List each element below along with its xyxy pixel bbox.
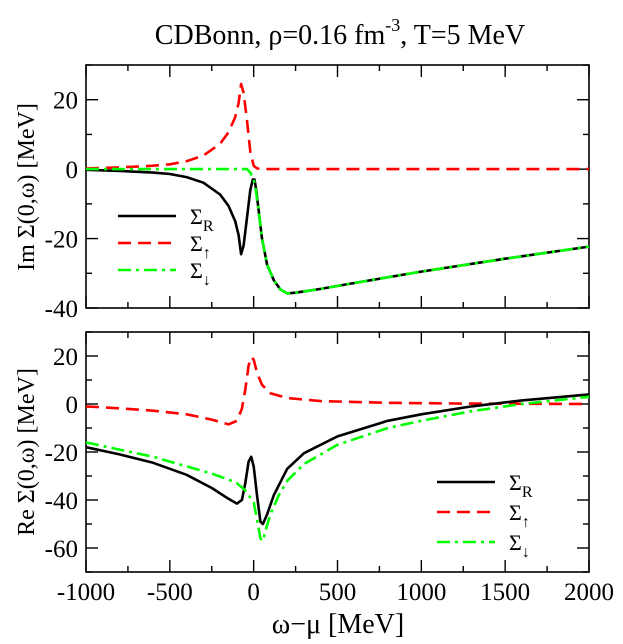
x-tick-label: -1000 — [57, 579, 115, 606]
bottom-y-tick-label: 0 — [66, 392, 79, 419]
x-tick-label: 500 — [319, 579, 357, 606]
bottom-legend-label: Σ↑ — [509, 500, 530, 531]
x-tick-label: -500 — [147, 579, 193, 606]
top-series-down-line — [86, 167, 590, 295]
bottom-legend-label: Σ↓ — [509, 530, 530, 561]
bottom-series-r-line — [85, 393, 590, 526]
top-legend-label: Σ↑ — [190, 231, 211, 262]
top-y-tick-label: -20 — [45, 227, 78, 254]
bottom-panel-curves — [85, 355, 590, 543]
bottom-y-tick-label: -60 — [45, 536, 78, 563]
chart-title: CDBonn, ρ=0.16 fm-3, T=5 MeV — [155, 15, 525, 51]
top-y-axis-label: Im Σ(0,ω) [MeV] — [14, 103, 40, 271]
bottom-y-tick-label: -40 — [45, 488, 78, 515]
top-panel-curves — [85, 82, 590, 295]
top-y-tick-label: 0 — [66, 157, 79, 184]
x-tick-label: 0 — [247, 579, 260, 606]
title-superscript: -3 — [385, 15, 400, 35]
top-legend-label: ΣR — [190, 204, 214, 235]
title-tail: , T=5 MeV — [400, 20, 525, 51]
bottom-y-axis-label: Re Σ(0,ω) [MeV] — [14, 368, 40, 536]
top-panel-legend: ΣRΣ↑Σ↓ — [118, 204, 214, 289]
x-axis-label: ω−μ [MeV] — [272, 609, 404, 640]
bottom-y-tick-label: -20 — [45, 440, 78, 467]
top-series-up-line — [85, 82, 589, 171]
bottom-y-tick-label: 20 — [53, 344, 78, 371]
top-y-tick-label: -40 — [45, 296, 78, 323]
axis-ticks: 20 0 -20 -40 20 0 -20 -40 -60 -1000 -500 0 500 1000 15… — [45, 64, 614, 606]
bottom-series-up-line — [85, 355, 590, 426]
bottom-legend-label: ΣR — [509, 470, 533, 501]
top-y-tick-label: 20 — [53, 88, 78, 115]
x-tick-label: 1500 — [480, 579, 530, 606]
x-tick-label: 1000 — [396, 579, 446, 606]
title-main: CDBonn, ρ=0.16 fm — [155, 20, 386, 51]
x-tick-label: 2000 — [564, 579, 614, 606]
top-panel-frame — [85, 64, 590, 309]
bottom-panel-legend: ΣRΣ↑Σ↓ — [437, 470, 533, 561]
top-series-r-line — [85, 168, 590, 295]
top-legend-label: Σ↓ — [190, 258, 211, 289]
